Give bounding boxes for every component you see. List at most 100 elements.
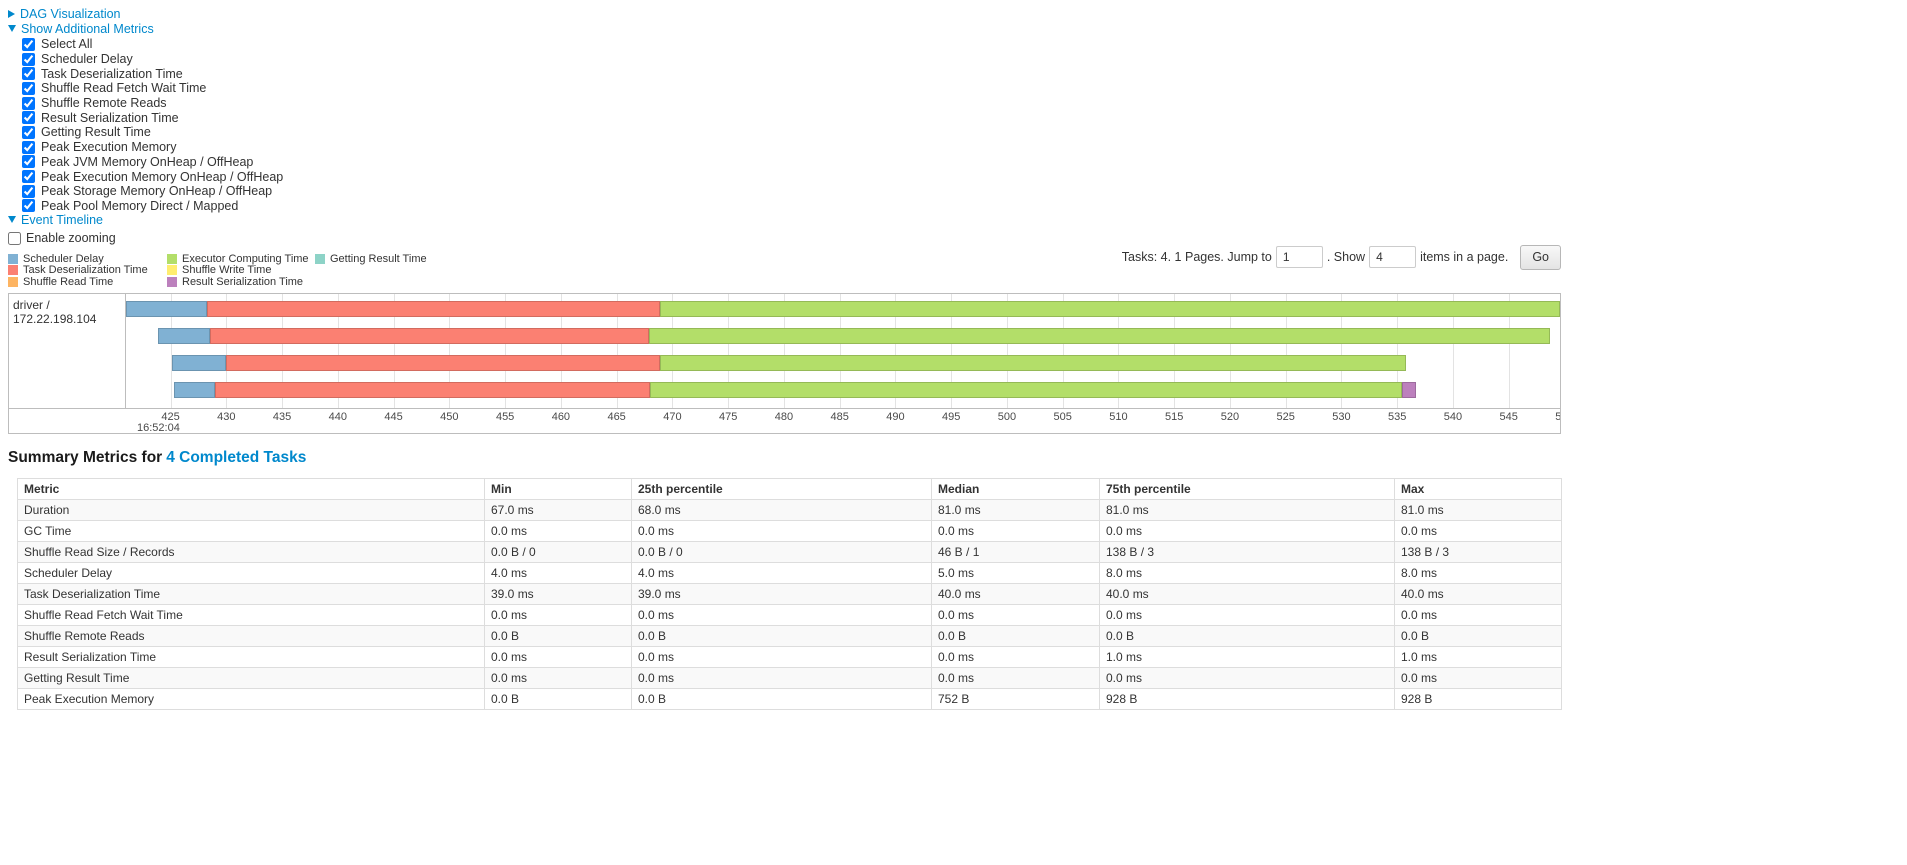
metric-name-cell: Result Serialization Time (17, 646, 485, 669)
legend-column: Getting Result Time (315, 253, 427, 287)
task-2-segment-executor-computing[interactable] (648, 328, 1550, 345)
axis-tick-label: 445 (384, 411, 403, 424)
metric-value-cell: 81.0 ms (1394, 499, 1562, 522)
task-3-segment-scheduler-delay[interactable] (171, 355, 227, 372)
legend-swatch-icon (8, 253, 18, 264)
gridline (1397, 294, 1399, 409)
summary-heading-text: Summary Metrics for (8, 449, 163, 467)
items-per-page-input[interactable] (1369, 246, 1417, 269)
metric-value-cell: 138 B / 3 (1394, 541, 1562, 564)
table-header-row: Metric Min 25th percentile Median 75th perce… (17, 478, 1562, 501)
checkbox-peak-storage-memory-onheap-offheap[interactable] (22, 184, 35, 198)
show-additional-metrics-link[interactable]: Show Additional Metrics (21, 22, 154, 36)
legend-swatch-icon (167, 276, 177, 287)
task-1-segment-executor-computing[interactable] (660, 301, 1560, 318)
gridline (226, 294, 228, 409)
checkbox-scheduler-delay[interactable] (22, 52, 35, 66)
task-4-segment-task-deserialization[interactable] (215, 382, 651, 399)
checkbox-label: Task Deserialization Time (41, 66, 183, 81)
checkbox-peak-jvm-memory-onheap-offheap[interactable] (22, 155, 35, 169)
gridline (1006, 294, 1008, 409)
task-4-segment-scheduler-delay[interactable] (173, 382, 216, 399)
task-2-segment-task-deserialization[interactable] (209, 328, 649, 345)
enable-zooming-row: Enable zooming (8, 230, 1907, 246)
legend-swatch-icon (167, 253, 177, 264)
metric-option-row: Peak Execution Memory OnHeap / OffHeap (22, 169, 1907, 184)
dag-visualization-link[interactable]: DAG Visualization (20, 7, 121, 21)
enable-zooming-checkbox[interactable] (8, 231, 21, 245)
legend-column: Executor Computing Time Shuffle Write Tim… (167, 253, 315, 288)
gridline (170, 294, 172, 409)
metric-name-cell: Scheduler Delay (17, 562, 485, 585)
checkbox-getting-result-time[interactable] (22, 125, 35, 139)
checkbox-peak-execution-memory[interactable] (22, 140, 35, 154)
axis-tick-label: 495 (941, 411, 961, 424)
checkbox-shuffle-remote-reads[interactable] (22, 96, 35, 110)
gridline (449, 294, 451, 409)
checkbox-label: Shuffle Read Fetch Wait Time (41, 81, 207, 96)
column-header-metric: Metric (17, 478, 485, 501)
metric-value-cell: 0.0 ms (631, 646, 932, 669)
metric-value-cell: 4.0 ms (484, 562, 632, 585)
table-row: GC Time 0.0 ms 0.0 ms 0.0 ms 0.0 ms 0.0 ms (17, 520, 1562, 543)
checkbox-task-deserialization-time[interactable] (22, 67, 35, 81)
gridline (1229, 294, 1231, 409)
checkbox-peak-execution-memory-onheap-offheap[interactable] (22, 170, 35, 184)
legend-swatch-icon (8, 265, 18, 276)
timeline-legend: Scheduler Delay Task Deserialization Time… (8, 253, 1907, 288)
event-timeline-link[interactable]: Event Timeline (21, 213, 103, 228)
column-header-min: Min (484, 478, 632, 501)
show-additional-metrics-toggle[interactable]: Show Additional Metrics (8, 22, 1907, 37)
axis-tick-label: 440 (328, 411, 348, 424)
axis-tick-label: 510 (1109, 411, 1128, 424)
summary-metrics-table: Metric Min 25th percentile Median 75th perce… (17, 478, 1562, 711)
task-2-segment-scheduler-delay[interactable] (158, 328, 210, 345)
gridline (1452, 294, 1454, 409)
axis-tick-label: 550 (1555, 411, 1560, 424)
event-timeline-toggle[interactable]: Event Timeline (8, 213, 1907, 228)
metric-name-cell: Duration (17, 499, 485, 522)
task-3-segment-task-deserialization[interactable] (226, 355, 661, 372)
metric-value-cell: 67.0 ms (484, 499, 632, 522)
metric-value-cell: 1.0 ms (1394, 646, 1562, 669)
axis-tick-label: 525 (1276, 411, 1295, 424)
summary-metrics-heading: Summary Metrics for 4 Completed Tasks (8, 449, 1907, 467)
axis-tick-label: 450 (440, 411, 459, 424)
axis-tick-label: 505 (1053, 411, 1072, 424)
task-4-segment-executor-computing[interactable] (650, 382, 1402, 399)
checkbox-shuffle-read-fetch-wait-time[interactable] (22, 81, 35, 95)
gridline (282, 294, 284, 409)
gridline (1285, 294, 1287, 409)
metric-value-cell: 0.0 ms (931, 646, 1100, 669)
legend-label: Shuffle Read Time (23, 275, 114, 288)
checkbox-label: Select All (41, 37, 93, 52)
metric-value-cell: 40.0 ms (1394, 583, 1562, 606)
axis-tick-label: 435 (272, 411, 292, 424)
metric-value-cell: 0.0 ms (931, 604, 1100, 627)
metric-value-cell: 0.0 ms (484, 520, 632, 543)
gridline (728, 294, 730, 409)
completed-tasks-link[interactable]: 4 Completed Tasks (166, 449, 307, 467)
axis-tick-label: 455 (495, 411, 515, 424)
gridline (616, 294, 618, 409)
expanded-arrow-icon (8, 25, 16, 32)
go-button[interactable]: Go (1520, 244, 1561, 270)
gridline (337, 294, 339, 409)
checkbox-label: Peak Execution Memory (41, 140, 177, 155)
task-4-segment-result-serialization[interactable] (1401, 382, 1417, 399)
task-3-segment-executor-computing[interactable] (660, 355, 1407, 372)
metric-option-row: Getting Result Time (22, 125, 1907, 140)
jump-to-page-input[interactable] (1275, 246, 1323, 269)
metric-option-row: Result Serialization Time (22, 110, 1907, 125)
checkbox-peak-pool-memory-direct-mapped[interactable] (22, 199, 35, 213)
metric-option-row: Peak JVM Memory OnHeap / OffHeap (22, 155, 1907, 170)
metric-option-row: Scheduler Delay (22, 52, 1907, 67)
dag-visualization-toggle[interactable]: DAG Visualization (8, 7, 1907, 22)
metric-value-cell: 0.0 ms (1099, 604, 1395, 627)
checkbox-select-all[interactable] (22, 37, 35, 51)
task-1-segment-task-deserialization[interactable] (207, 301, 661, 318)
expanded-arrow-icon (8, 216, 16, 224)
task-1-segment-scheduler-delay[interactable] (126, 301, 208, 318)
timeline-plot-area[interactable] (126, 294, 1560, 409)
checkbox-result-serialization-time[interactable] (22, 111, 35, 125)
